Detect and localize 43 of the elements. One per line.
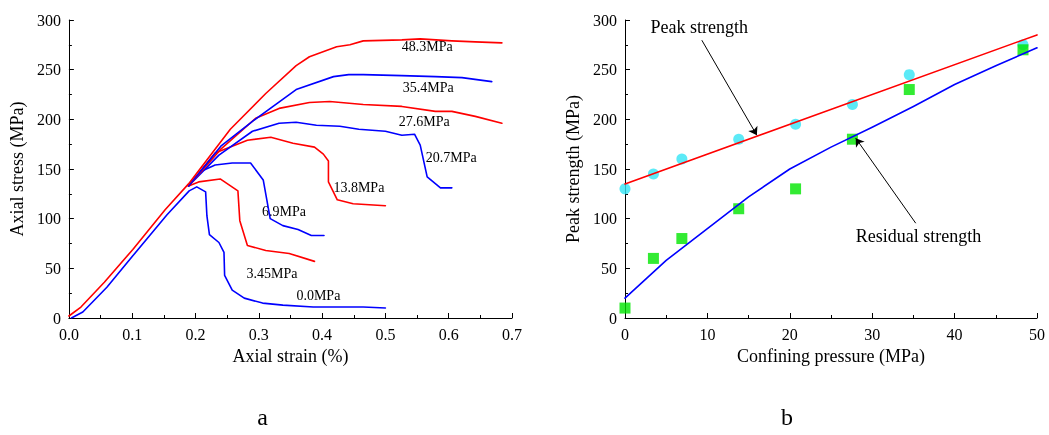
y-tick-label: 200 <box>593 110 617 128</box>
y-tick-label: 300 <box>593 11 617 29</box>
annotation: Peak strength <box>650 16 749 37</box>
y-tick-label: 250 <box>593 61 617 79</box>
series-label: 3.45MPa <box>246 265 299 281</box>
annotation: Residual strength <box>855 226 982 247</box>
text: b <box>781 404 793 430</box>
text: a <box>257 404 269 430</box>
y-tick-label: 250 <box>36 61 61 79</box>
x-tick-label: 20 <box>781 325 798 343</box>
y-tick-label: 150 <box>593 160 617 178</box>
x-tick-label: 30 <box>864 325 881 343</box>
x-tick-label: 0.7 <box>502 325 522 343</box>
x-tick-label: 0.2 <box>185 325 206 343</box>
x-tick-label: 0.3 <box>248 325 269 343</box>
y-tick-label: 100 <box>36 210 61 228</box>
y-axis-title: Peak strength (MPa) <box>563 95 585 243</box>
x-tick-label: 40 <box>946 325 963 343</box>
y-axis-title: Axial stress (MPa) <box>7 101 28 237</box>
x-axis-title: Axial strain (%) <box>232 345 349 367</box>
series-label: 20.7MPa <box>425 150 478 166</box>
y-tick-label: 100 <box>593 210 617 228</box>
x-tick-label: 0.4 <box>312 325 333 343</box>
y-tick-label: 300 <box>36 11 61 29</box>
x-tick-label: 0 <box>621 325 629 343</box>
x-tick-label: 0.5 <box>375 325 396 343</box>
x-tick-label: 10 <box>699 325 716 343</box>
series-label: 13.8MPa <box>333 180 386 196</box>
x-axis-title: Confining pressure (MPa) <box>737 345 925 367</box>
y-tick-label: 200 <box>36 110 61 128</box>
series-label: 27.6MPa <box>398 113 451 129</box>
series-label: 48.3MPa <box>401 39 454 55</box>
y-tick-label: 0 <box>52 309 61 327</box>
x-tick-label: 50 <box>1029 325 1045 343</box>
y-tick-label: 50 <box>601 259 617 277</box>
x-tick-label: 0.1 <box>122 325 143 343</box>
y-tick-label: 50 <box>44 259 61 277</box>
x-tick-label: 0.6 <box>438 325 459 343</box>
series-label: 35.4MPa <box>402 80 455 96</box>
y-tick-label: 150 <box>36 160 61 178</box>
series-label: 0.0MPa <box>296 287 342 303</box>
y-tick-label: 0 <box>609 309 617 327</box>
x-tick-label: 0.0 <box>58 325 79 343</box>
